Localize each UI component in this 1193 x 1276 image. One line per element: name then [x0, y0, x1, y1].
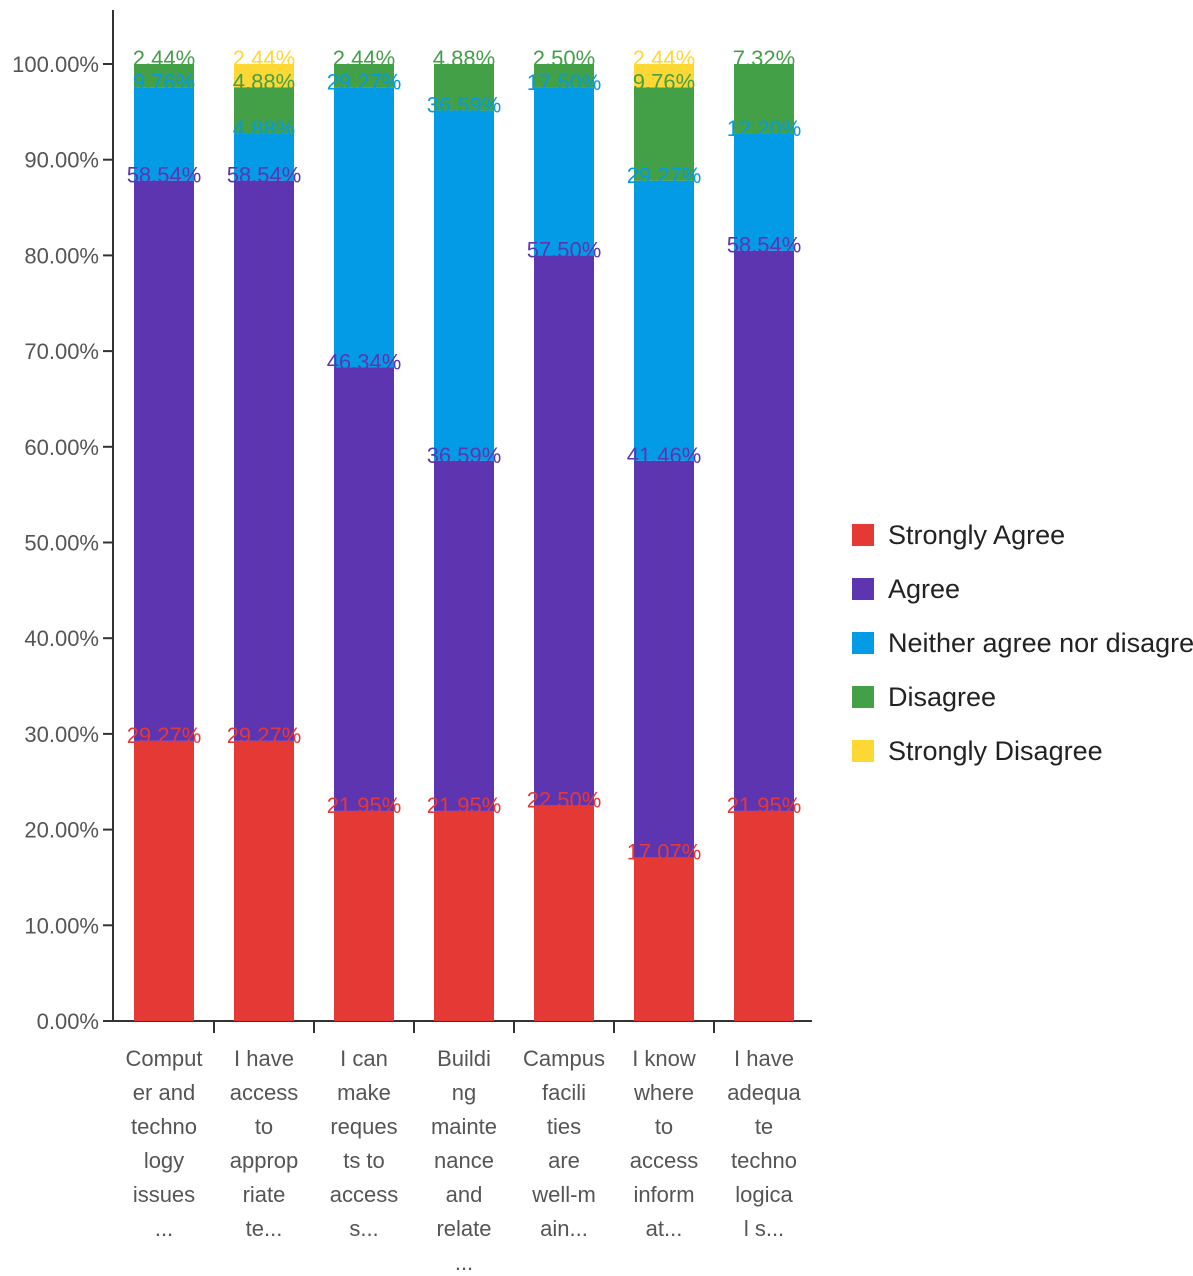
- data-label: 41.46%: [627, 443, 702, 468]
- bar-segment: [234, 740, 294, 1021]
- legend-item[interactable]: Strongly Agree: [852, 508, 1193, 562]
- data-label: 2.50%: [533, 46, 595, 71]
- bar-segment: [434, 810, 494, 1021]
- data-label: 4.88%: [433, 46, 495, 71]
- data-label: 4.88%: [233, 116, 295, 141]
- bar-segment: [334, 810, 394, 1021]
- data-label: 17.07%: [627, 840, 702, 865]
- legend-label: Disagree: [888, 681, 997, 712]
- data-label: 21.95%: [727, 793, 802, 818]
- x-category-label: Comput er and techno logy issues...: [125, 1046, 202, 1241]
- x-category-label: Buildi ng mainte nance and relate...: [431, 1046, 497, 1275]
- legend-item[interactable]: Disagree: [852, 670, 1193, 724]
- bar-segment: [734, 133, 794, 251]
- x-category-label: I know where to access inform at...: [630, 1046, 698, 1241]
- data-label: 9.76%: [133, 69, 195, 94]
- data-labels: 29.27% 29.27% 21.95% 21.95% 22.50% 17.07% 21.9…: [127, 46, 802, 865]
- x-category-label: I can make reques ts to access s...: [330, 1046, 398, 1241]
- y-tick-label: 30.00%: [24, 722, 99, 747]
- data-label: 2.44%: [333, 46, 395, 71]
- bar-segment: [134, 180, 194, 741]
- data-label: 21.95%: [427, 793, 502, 818]
- bar-segment: [634, 64, 694, 88]
- legend-label: Strongly Agree: [888, 519, 1066, 550]
- bar-segment: [534, 805, 594, 1021]
- x-category-label: I have adequa te techno logica l s...: [727, 1046, 801, 1241]
- legend-swatch: [852, 524, 874, 546]
- bar-segment: [234, 87, 294, 134]
- x-category-label: Campus facili ties are well-m ain...: [523, 1046, 605, 1241]
- legend-label: Strongly Disagree: [888, 735, 1103, 766]
- y-tick-label: 0.00%: [37, 1009, 99, 1034]
- x-axis: Comput er and techno logy issues ... I have acc…: [113, 1020, 812, 1275]
- legend-label: Neither agree nor disagree: [888, 627, 1193, 658]
- legend-item[interactable]: Strongly Disagree: [852, 724, 1193, 778]
- bar-segment: [534, 64, 594, 88]
- x-category-label: I have access to approp riate te...: [230, 1046, 299, 1241]
- data-label: 36.59%: [427, 93, 502, 118]
- y-axis: 0.00% 10.00% 20.00% 30.00% 40.00% 50.00% 60.00…: [12, 10, 114, 1034]
- legend-swatch: [852, 578, 874, 600]
- data-label: 29.27%: [227, 723, 302, 748]
- bar-segment: [634, 857, 694, 1021]
- data-label: 29.27%: [127, 723, 202, 748]
- bar-segment: [334, 87, 394, 368]
- bar-segment: [434, 64, 494, 111]
- data-label: 29.27%: [327, 69, 402, 94]
- data-label: 58.54%: [727, 233, 802, 258]
- bar-segment: [134, 87, 194, 181]
- bar-segment: [334, 367, 394, 811]
- bar-segment: [134, 64, 194, 88]
- legend: Strongly Agree Agree Neither agree nor dis…: [852, 508, 1193, 778]
- bar-segment: [434, 110, 494, 461]
- y-tick-label: 90.00%: [24, 148, 99, 173]
- y-tick-label: 80.00%: [24, 243, 99, 268]
- data-label: 9.76%: [633, 69, 695, 94]
- bar-segment: [734, 64, 794, 134]
- y-tick-label: 50.00%: [24, 531, 99, 556]
- bar-segment: [634, 460, 694, 858]
- legend-swatch: [852, 632, 874, 654]
- legend-swatch: [852, 740, 874, 762]
- y-tick-label: 60.00%: [24, 435, 99, 460]
- bar-segment: [734, 250, 794, 811]
- y-tick-label: 70.00%: [24, 339, 99, 364]
- data-label: 7.32%: [733, 46, 795, 71]
- bar-segment: [434, 460, 494, 811]
- data-label: 4.88%: [233, 69, 295, 94]
- legend-label: Agree: [888, 573, 961, 604]
- data-label: 2.44%: [133, 46, 195, 71]
- data-label: 21.95%: [327, 793, 402, 818]
- y-tick-label: 40.00%: [24, 626, 99, 651]
- y-tick-label: 100.00%: [12, 52, 99, 77]
- y-tick-label: 10.00%: [24, 913, 99, 938]
- legend-swatch: [852, 686, 874, 708]
- data-label: 17.50%: [527, 70, 602, 95]
- bar-segment: [234, 133, 294, 181]
- legend-item[interactable]: Neither agree nor disagree: [852, 616, 1193, 670]
- bar-segment: [234, 180, 294, 741]
- data-label: 58.54%: [227, 163, 302, 188]
- legend-item[interactable]: Agree: [852, 562, 1193, 616]
- data-label: 46.34%: [327, 349, 402, 374]
- bar-segment: [534, 87, 594, 256]
- data-label: 36.59%: [427, 443, 502, 468]
- data-label: 29.27%: [627, 163, 702, 188]
- data-label: 22.50%: [527, 788, 602, 813]
- y-tick-label: 20.00%: [24, 818, 99, 843]
- bar-segment: [334, 64, 394, 88]
- bar-segment: [634, 180, 694, 461]
- data-label: 12.20%: [727, 116, 802, 141]
- data-label: 2.44%: [233, 46, 295, 71]
- bar-segment: [134, 740, 194, 1021]
- bar-segment: [534, 255, 594, 806]
- bar-segment: [634, 87, 694, 181]
- data-label: 58.54%: [127, 163, 202, 188]
- bar-segment: [234, 64, 294, 88]
- data-label: 2.44%: [633, 46, 695, 71]
- bars: [134, 64, 794, 1021]
- bar-segment: [734, 810, 794, 1021]
- data-label: 57.50%: [527, 237, 602, 262]
